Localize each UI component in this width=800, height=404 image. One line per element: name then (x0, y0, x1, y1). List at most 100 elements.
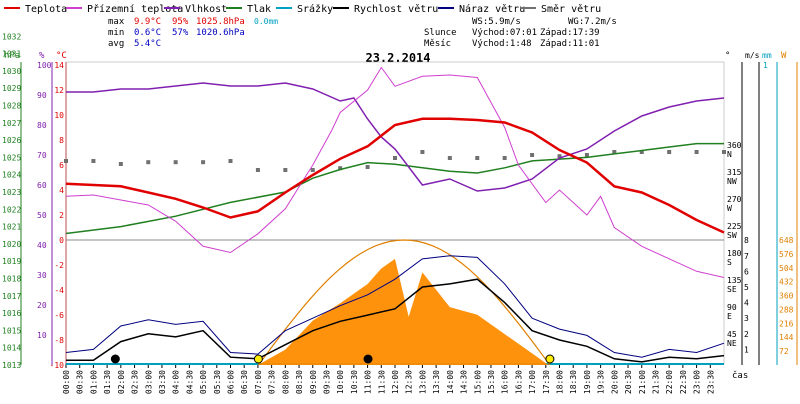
wind-direction-point-10 (338, 166, 343, 171)
wind-tick-5: 3 (744, 314, 749, 323)
moonrise-time: Východ:1:48 (472, 39, 532, 49)
plot-area (64, 61, 726, 366)
humidity-tick-6: 70 (37, 151, 47, 160)
temperature-tick-4: 6 (59, 161, 64, 170)
time-tick-18: 09:00 (309, 370, 318, 394)
wind-direction-point-11 (365, 165, 370, 169)
wind-speed-max: WS:5.9m/s (472, 17, 521, 27)
wind-gust-series-line (65, 255, 725, 358)
wind-direction-point-17 (530, 153, 535, 157)
stats-label-avg: avg (108, 39, 124, 49)
time-tick-13: 06:30 (240, 370, 249, 394)
pressure-tick-0: 1013 (2, 361, 21, 370)
pressure-tick-3: 1016 (2, 309, 21, 318)
direction-tick-dir-1: NW (727, 177, 737, 186)
pressure-tick-13: 1026 (2, 136, 21, 145)
wind-tick-3: 5 (744, 283, 749, 292)
time-tick-17: 08:30 (295, 370, 304, 394)
time-tick-0: 00:00 (62, 370, 71, 394)
stats-temp-max: 9.9°C (134, 17, 161, 27)
legend-label-7: Směr větru (541, 3, 601, 15)
temperature-tick-12: -10 (50, 361, 65, 370)
humidity-tick-1: 20 (37, 301, 47, 310)
time-tick-39: 19:30 (597, 370, 606, 394)
time-tick-29: 14:30 (460, 370, 469, 394)
pressure-tick-14: 1027 (2, 119, 21, 128)
wind-direction-point-12 (393, 156, 397, 160)
wind-direction-point-2 (118, 162, 123, 166)
temperature-tick-1: 12 (54, 86, 64, 95)
radiation-tick-5: 288 (779, 305, 794, 314)
axes: hPa% °C ° m/s mm W101310141015101610171018101… (2, 32, 798, 394)
legend-label-6: Náraz větru (459, 3, 525, 15)
stats-rain-max: 0.0mm (254, 17, 278, 26)
time-tick-8: 04:00 (172, 370, 181, 394)
pressure-tick-18: 1031 (2, 50, 21, 59)
direction-tick-dir-5: SE (727, 285, 737, 294)
direction-tick-deg-3: 225 (727, 222, 742, 231)
time-tick-42: 21:00 (638, 370, 647, 394)
time-tick-20: 10:00 (336, 370, 345, 394)
pressure-axis-unit: hPa (4, 51, 20, 61)
wind-direction-point-24 (722, 150, 726, 154)
time-tick-37: 18:30 (569, 370, 578, 394)
time-tick-45: 22:30 (679, 370, 688, 394)
wind-direction-point-8 (283, 168, 288, 172)
pressure-tick-15: 1028 (2, 102, 21, 111)
wind-tick-6: 2 (744, 330, 749, 339)
wind-tick-4: 4 (744, 299, 749, 308)
pressure-tick-5: 1018 (2, 275, 21, 284)
time-tick-7: 03:30 (158, 370, 167, 394)
time-tick-16: 08:00 (281, 370, 290, 394)
temperature-series-line (65, 117, 725, 234)
legend-label-5: Rychlost větru (354, 3, 438, 15)
direction-tick-dir-0: N (727, 150, 732, 159)
pressure-tick-2: 1015 (2, 326, 21, 335)
humidity-tick-4: 50 (37, 211, 47, 220)
direction-tick-deg-6: 90 (727, 303, 737, 312)
theoretical-radiation-line (258, 239, 551, 366)
wind-speed-series-line (66, 278, 725, 363)
sunset-marker (545, 354, 555, 364)
legend-label-3: Tlak (247, 4, 271, 15)
humidity-tick-2: 30 (37, 271, 47, 280)
temperature-tick-0: 14 (54, 61, 64, 70)
pressure-tick-8: 1021 (2, 223, 21, 232)
time-axis-label: čas (732, 370, 748, 381)
humidity-tick-3: 40 (37, 241, 47, 250)
pressure-tick-6: 1019 (2, 257, 21, 266)
time-tick-47: 23:30 (706, 370, 715, 394)
direction-tick-deg-1: 315 (727, 168, 742, 177)
time-tick-44: 22:00 (665, 370, 674, 394)
pressure-tick-4: 1017 (2, 292, 21, 301)
wind-tick-2: 6 (744, 267, 749, 276)
temperature-tick-7: 0 (59, 236, 64, 245)
wind-direction-point-19 (584, 153, 589, 157)
radiation-tick-1: 576 (779, 250, 794, 259)
temperature-tick-8: -2 (54, 261, 64, 270)
stats-humidity-min: 57% (172, 28, 189, 38)
legend-label-1: Přízemní teplota (87, 3, 183, 15)
temperature-axis-unit: °C (56, 51, 67, 61)
stats-pressure-min: 1020.6hPa (196, 28, 245, 38)
temperature-tick-3: 8 (59, 136, 64, 145)
temperature-tick-5: 4 (59, 186, 64, 195)
time-tick-24: 12:00 (391, 370, 400, 394)
wind-axis-unit: m/s (745, 51, 760, 60)
pressure-tick-16: 1029 (2, 84, 21, 93)
wind-gust-max: WG:7.2m/s (568, 17, 617, 27)
legend-label-2: Vlhkost (185, 4, 227, 15)
stats-pressure-max: 1025.8hPa (196, 17, 245, 27)
moonrise-marker (110, 354, 120, 364)
humidity-tick-8: 90 (37, 91, 47, 100)
wind-direction-point-6 (228, 159, 233, 163)
time-tick-12: 06:00 (227, 370, 236, 394)
direction-tick-dir-7: NE (727, 339, 737, 348)
time-tick-31: 15:30 (487, 370, 496, 394)
time-tick-15: 07:30 (268, 370, 277, 394)
time-tick-26: 13:00 (418, 370, 427, 394)
direction-tick-dir-2: W (727, 204, 732, 213)
wind-direction-point-9 (310, 168, 315, 172)
wind-direction-point-23 (694, 150, 699, 154)
time-tick-23: 11:30 (377, 370, 386, 394)
